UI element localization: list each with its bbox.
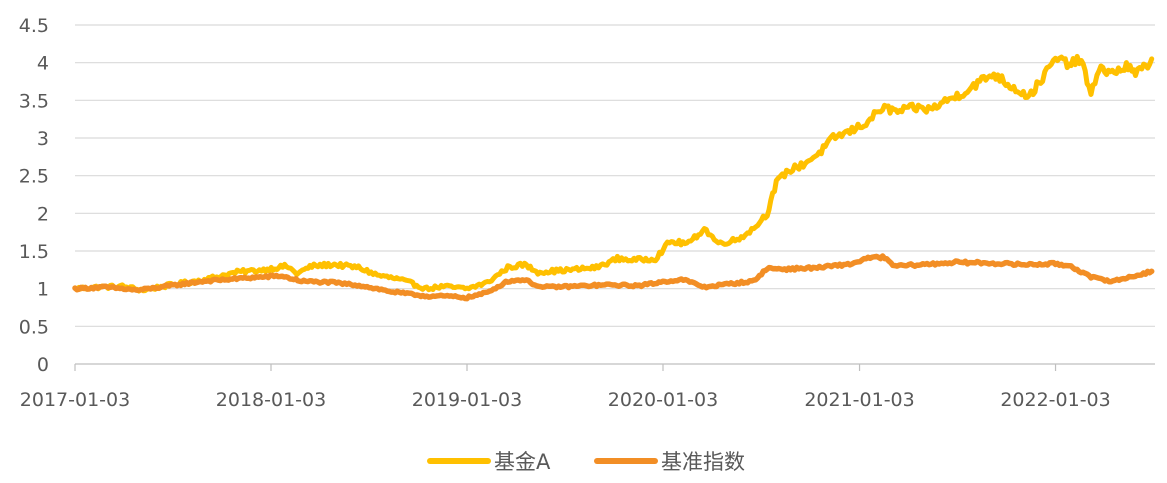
x-axis: 2017-01-03 2018-01-03 2019-01-03 2020-01-03…	[20, 363, 1155, 411]
x-tick-label: 2020-01-03	[608, 389, 718, 411]
legend-item-fund-a: 基金A	[427, 450, 551, 474]
legend: 基金A 基准指数	[427, 450, 745, 474]
series-line-fund-a	[72, 53, 1155, 294]
y-axis-tick-labels: 0 0.5 1 1.5 2 2.5 3 3.5 4 4.5	[19, 15, 49, 376]
legend-item-benchmark: 基准指数	[594, 450, 745, 474]
x-tick-label: 2021-01-03	[804, 389, 914, 411]
x-tick-label: 2022-01-03	[1000, 389, 1110, 411]
gridlines	[75, 24, 1155, 327]
y-tick-label: 3	[37, 128, 49, 150]
series-lines	[72, 53, 1155, 302]
x-tick-label: 2017-01-03	[20, 389, 130, 411]
y-tick-label: 1.5	[19, 241, 49, 263]
y-tick-label: 0	[37, 354, 49, 376]
x-tick-label: 2019-01-03	[412, 389, 522, 411]
series-line-benchmark	[72, 253, 1155, 302]
x-tick-label: 2018-01-03	[216, 389, 326, 411]
y-tick-label: 0.5	[19, 316, 49, 338]
legend-label: 基准指数	[661, 450, 745, 474]
y-tick-label: 1	[37, 279, 49, 301]
y-tick-label: 2.5	[19, 166, 49, 188]
y-tick-label: 4	[37, 53, 49, 75]
y-tick-label: 2	[37, 203, 49, 225]
y-tick-label: 3.5	[19, 90, 49, 112]
legend-label: 基金A	[494, 450, 551, 474]
y-tick-label: 4.5	[19, 15, 49, 37]
